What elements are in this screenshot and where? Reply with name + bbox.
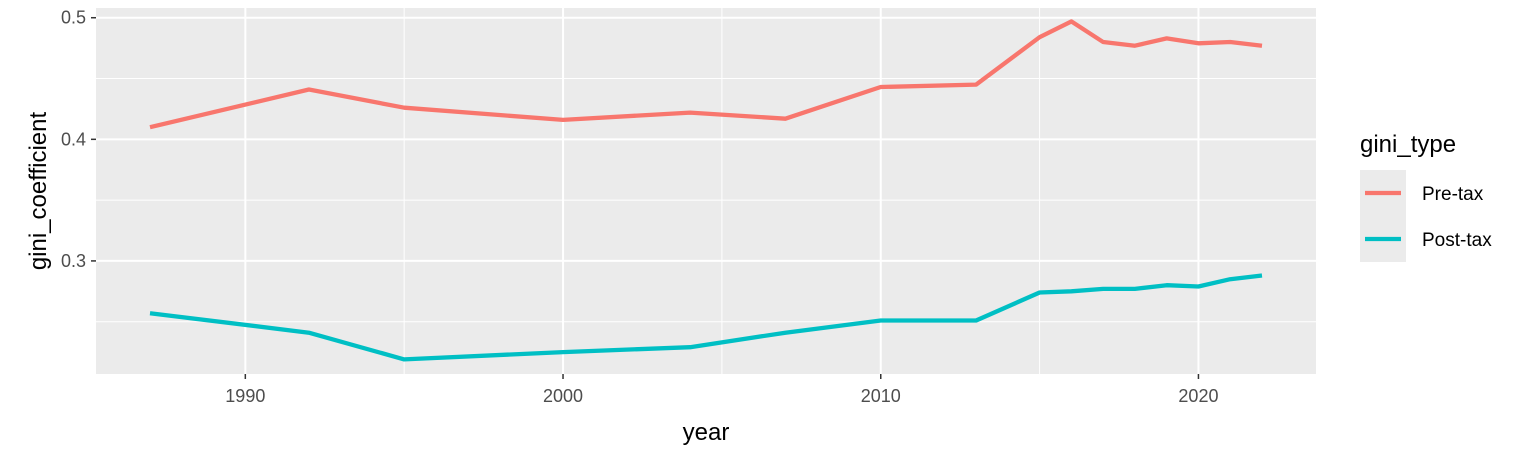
series-line-post-tax bbox=[149, 273, 1263, 362]
legend-label-post-tax: Post-tax bbox=[1422, 230, 1492, 251]
y-tick-label: 0.3 bbox=[61, 251, 86, 271]
y-tick-label: 0.4 bbox=[61, 129, 86, 149]
major-gridlines bbox=[96, 8, 1316, 374]
x-tick-label: 2020 bbox=[1178, 386, 1218, 406]
y-axis-title: gini_coefficient bbox=[25, 112, 52, 271]
series-line-pre-tax bbox=[149, 19, 1263, 130]
x-tick-label: 1990 bbox=[225, 386, 265, 406]
legend-items: Pre-tax Post-tax bbox=[1360, 170, 1492, 262]
x-tick-label: 2010 bbox=[861, 386, 901, 406]
series-lines bbox=[149, 19, 1263, 362]
y-tick-label: 0.5 bbox=[61, 8, 86, 28]
x-tick-label: 2000 bbox=[543, 386, 583, 406]
panel-background bbox=[96, 8, 1316, 374]
legend: gini_type Pre-tax Post-tax bbox=[1360, 131, 1492, 262]
x-axis: 1990 2000 2010 2020 bbox=[225, 374, 1218, 406]
legend-label-pre-tax: Pre-tax bbox=[1422, 184, 1484, 205]
minor-gridlines bbox=[96, 8, 1316, 374]
legend-title: gini_type bbox=[1360, 131, 1456, 158]
x-axis-title: year bbox=[683, 419, 730, 446]
y-axis: 0.3 0.4 0.5 bbox=[61, 8, 96, 271]
